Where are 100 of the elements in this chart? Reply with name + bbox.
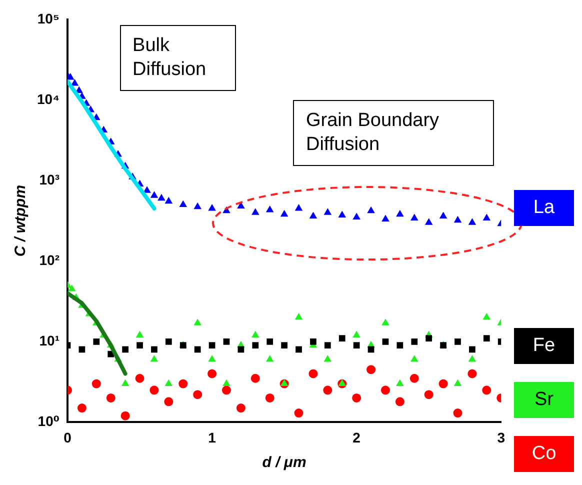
point	[252, 330, 260, 338]
point	[266, 206, 274, 212]
point	[453, 408, 462, 418]
point	[280, 210, 288, 217]
point	[77, 404, 86, 413]
point	[309, 212, 318, 219]
series-label: La	[514, 190, 574, 226]
point	[338, 210, 346, 218]
point	[454, 338, 461, 345]
point	[194, 346, 201, 353]
point	[178, 379, 188, 388]
point	[424, 218, 433, 225]
point	[265, 393, 274, 402]
point	[208, 342, 216, 349]
point	[179, 200, 188, 208]
point	[382, 318, 390, 326]
point	[294, 204, 303, 211]
point	[454, 379, 462, 386]
point	[382, 214, 390, 222]
text: Co	[514, 436, 574, 472]
point	[135, 374, 144, 383]
point	[164, 379, 173, 386]
point	[222, 379, 230, 386]
point	[482, 312, 491, 320]
point	[150, 191, 158, 198]
point	[324, 342, 331, 349]
point	[106, 393, 116, 402]
annotation: Bulk Diffusion	[120, 25, 236, 92]
point	[93, 338, 100, 345]
point	[426, 335, 432, 342]
point	[150, 355, 158, 362]
x-tick-label: 0	[64, 429, 72, 446]
point	[410, 374, 419, 383]
point	[410, 214, 418, 221]
point	[352, 393, 362, 402]
point	[338, 335, 346, 342]
point	[68, 284, 76, 292]
point	[281, 342, 288, 349]
point	[296, 346, 302, 353]
annotation: Grain Boundary Diffusion	[292, 100, 494, 166]
point	[352, 212, 360, 220]
x-axis-title: d / μm	[262, 454, 306, 472]
point	[308, 369, 318, 378]
point	[208, 355, 216, 362]
point	[482, 214, 491, 221]
point	[70, 79, 79, 86]
point	[164, 397, 174, 406]
y-tick-label: 10²	[39, 252, 60, 268]
point	[252, 208, 260, 215]
point	[122, 346, 128, 353]
point	[396, 379, 404, 386]
point	[252, 342, 259, 349]
point	[324, 208, 332, 215]
x-tick-label: 1	[208, 429, 216, 446]
point	[454, 216, 462, 223]
point	[250, 374, 260, 383]
y-tick-label: 10¹	[39, 332, 60, 348]
point	[323, 386, 332, 395]
point	[439, 212, 448, 219]
x-tick-label: 2	[352, 429, 361, 446]
point	[222, 386, 231, 395]
point	[164, 196, 173, 204]
point	[294, 312, 303, 320]
point	[136, 342, 143, 349]
point	[396, 342, 404, 349]
point	[482, 386, 492, 395]
text: Sr	[514, 382, 574, 418]
y-tick-label: 10⁰	[38, 413, 60, 430]
point	[165, 338, 172, 345]
point	[324, 355, 332, 362]
point	[438, 379, 448, 388]
point	[395, 397, 404, 406]
point	[158, 194, 166, 201]
point	[366, 365, 376, 374]
point	[469, 346, 476, 353]
point	[67, 73, 74, 80]
point	[121, 379, 130, 386]
point	[483, 335, 490, 342]
point	[120, 411, 130, 420]
point	[223, 338, 230, 345]
point	[194, 202, 202, 210]
point	[353, 342, 360, 349]
y-axis-title: C / wtppm	[12, 184, 30, 257]
point	[424, 390, 434, 400]
point	[468, 355, 476, 362]
point	[194, 318, 202, 326]
point	[367, 206, 375, 214]
point	[208, 369, 217, 378]
point	[150, 386, 159, 395]
point	[236, 404, 246, 413]
point	[193, 390, 202, 400]
point	[352, 330, 360, 338]
series-label: Fe	[514, 328, 574, 364]
point	[143, 186, 151, 193]
point	[266, 338, 274, 345]
point	[136, 330, 144, 338]
point	[410, 355, 418, 362]
point	[411, 338, 418, 345]
y-tick-label: 10⁴	[36, 90, 60, 107]
point	[468, 218, 476, 225]
